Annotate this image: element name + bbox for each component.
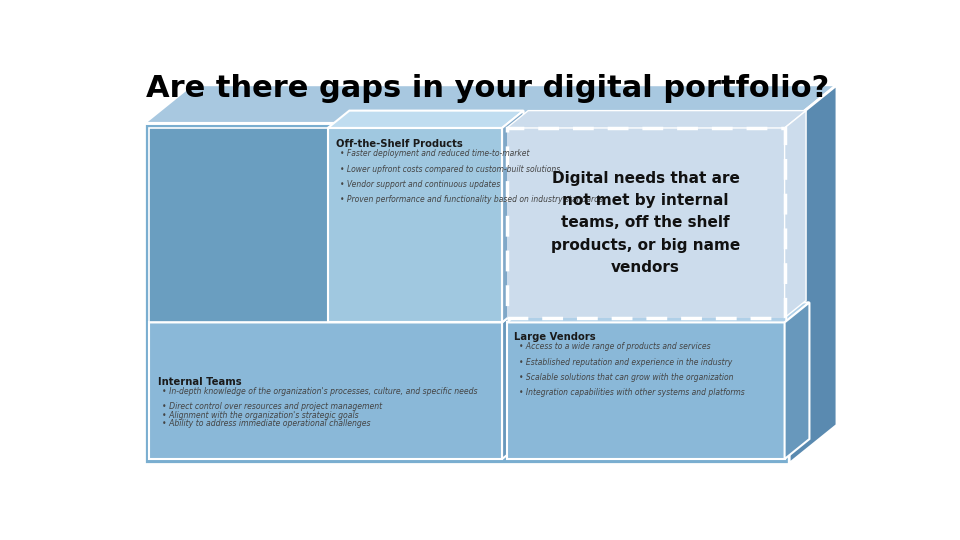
Bar — [507, 128, 784, 318]
Text: Are there gaps in your digital portfolio?: Are there gaps in your digital portfolio… — [146, 74, 828, 103]
Text: Internal Teams: Internal Teams — [157, 377, 242, 387]
Polygon shape — [328, 111, 523, 128]
Polygon shape — [507, 111, 806, 128]
Polygon shape — [149, 302, 527, 322]
Text: • Access to a wide range of products and services: • Access to a wide range of products and… — [519, 342, 710, 352]
Text: • Vendor support and continuous updates: • Vendor support and continuous updates — [340, 180, 500, 189]
Polygon shape — [149, 128, 328, 322]
Text: • Faster deployment and reduced time-to-market: • Faster deployment and reduced time-to-… — [340, 150, 530, 159]
Polygon shape — [789, 85, 837, 464]
Polygon shape — [507, 302, 809, 322]
Text: • In-depth knowledge of the organization's processes, culture, and specific need: • In-depth knowledge of the organization… — [162, 387, 478, 396]
Polygon shape — [144, 123, 789, 464]
Text: Large Vendors: Large Vendors — [515, 332, 596, 342]
Polygon shape — [784, 302, 809, 459]
Text: Digital needs that are
not met by internal
teams, off the shelf
products, or big: Digital needs that are not met by intern… — [551, 171, 740, 275]
Text: • Ability to address immediate operational challenges: • Ability to address immediate operation… — [162, 419, 371, 428]
Text: • Integration capabilities with other systems and platforms: • Integration capabilities with other sy… — [519, 388, 745, 397]
Text: • Alignment with the organization's strategic goals: • Alignment with the organization's stra… — [162, 411, 359, 420]
Polygon shape — [502, 111, 523, 322]
Text: • Lower upfront costs compared to custom-built solutions: • Lower upfront costs compared to custom… — [340, 165, 561, 174]
Text: • Direct control over resources and project management: • Direct control over resources and proj… — [162, 402, 383, 411]
Polygon shape — [328, 128, 502, 322]
Text: • Proven performance and functionality based on industry standards: • Proven performance and functionality b… — [340, 195, 603, 204]
Polygon shape — [784, 111, 806, 318]
Polygon shape — [502, 302, 527, 459]
Polygon shape — [507, 322, 784, 459]
Text: • Scalable solutions that can grow with the organization: • Scalable solutions that can grow with … — [519, 373, 733, 382]
Text: Off-the-Shelf Products: Off-the-Shelf Products — [336, 139, 463, 148]
Polygon shape — [507, 128, 784, 318]
Text: • Established reputation and experience in the industry: • Established reputation and experience … — [519, 357, 732, 367]
Polygon shape — [144, 85, 837, 123]
Polygon shape — [149, 322, 502, 459]
